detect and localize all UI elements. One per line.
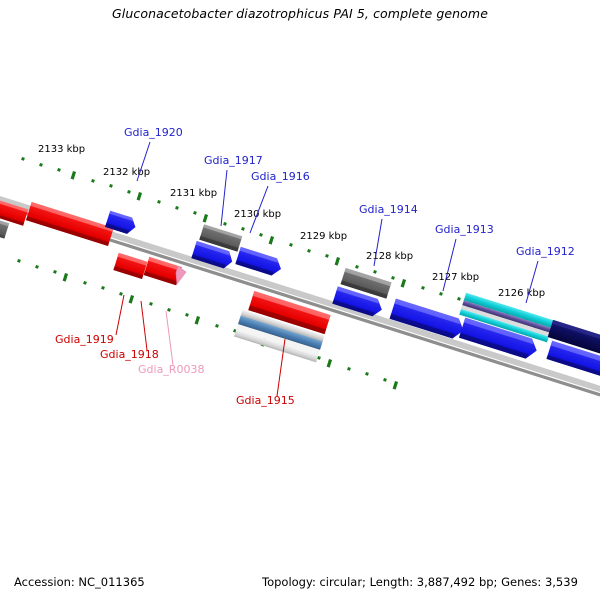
label-leader-lines — [115, 141, 539, 397]
gene-label-gdia-1916[interactable]: Gdia_1916 — [251, 170, 310, 183]
feature-gene-forward[interactable] — [235, 246, 283, 278]
gene-label-gdia-r0038[interactable]: Gdia_R0038 — [138, 363, 204, 376]
accession-text: Accession: NC_011365 — [14, 575, 145, 589]
leader-line-gdia-1913 — [442, 238, 457, 292]
feature-gene-reverse[interactable] — [143, 256, 182, 286]
gene-label-gdia-1918[interactable]: Gdia_1918 — [100, 348, 159, 361]
feature-gene-dark[interactable] — [547, 319, 600, 357]
feature-domain[interactable] — [199, 224, 243, 252]
feature-gene-reverse[interactable] — [25, 202, 114, 247]
leader-line-gdia-1914 — [373, 218, 383, 267]
leader-line-gdia-r0038 — [165, 310, 174, 366]
feature-rna-multi[interactable] — [459, 292, 554, 343]
feature-rna[interactable] — [175, 265, 187, 285]
feature-domain[interactable] — [340, 267, 392, 299]
gene-label-gdia-1920[interactable]: Gdia_1920 — [124, 126, 183, 139]
ruler-tick-label: 2129 kbp — [300, 231, 347, 242]
feature-gene-forward[interactable] — [332, 286, 384, 318]
feature-gene-reverse[interactable] — [248, 291, 331, 335]
feature-gene-forward[interactable] — [105, 210, 138, 236]
leader-line-gdia-1912 — [525, 260, 539, 304]
leader-line-gdia-1917 — [220, 169, 228, 227]
ruler-tick-label: 2132 kbp — [103, 167, 150, 178]
ruler-tick-label: 2128 kbp — [366, 251, 413, 262]
feature-gene-forward[interactable] — [458, 317, 540, 361]
gene-label-gdia-1915[interactable]: Gdia_1915 — [236, 394, 295, 407]
ruler-tick-label: 2126 kbp — [498, 288, 545, 299]
gene-label-gdia-1912[interactable]: Gdia_1912 — [516, 245, 575, 258]
leader-line-gdia-1919 — [115, 294, 125, 336]
leader-line-gdia-1915 — [276, 338, 286, 397]
leader-line-gdia-1918 — [140, 300, 148, 351]
ruler-track-lower — [17, 258, 399, 390]
gene-label-gdia-1914[interactable]: Gdia_1914 — [359, 203, 418, 216]
leader-line-gdia-1920 — [136, 141, 151, 182]
feature-gene-forward[interactable] — [546, 340, 600, 378]
leader-line-gdia-1916 — [249, 185, 269, 234]
page-title: Gluconacetobacter diazotrophicus PAI 5, … — [112, 6, 488, 21]
feature-gene-reverse[interactable] — [113, 252, 148, 280]
gene-labels[interactable]: Gdia_1920 Gdia_1917 Gdia_1916 Gdia_1914 … — [55, 126, 575, 407]
ruler-tick-label: 2127 kbp — [432, 272, 479, 283]
feature-gene-reverse[interactable] — [0, 190, 29, 226]
feature-gene-forward[interactable] — [191, 240, 235, 270]
gene-label-gdia-1913[interactable]: Gdia_1913 — [435, 223, 494, 236]
ruler-tick-label: 2131 kbp — [170, 188, 217, 199]
feature-gene-forward[interactable] — [389, 298, 467, 341]
feature-domain-multi[interactable] — [234, 309, 325, 363]
gene-label-gdia-1917[interactable]: Gdia_1917 — [204, 154, 263, 167]
ruler-tick-label: 2133 kbp — [38, 144, 85, 155]
genome-stats-text: Topology: circular; Length: 3,887,492 bp… — [262, 575, 578, 589]
gene-label-gdia-1919[interactable]: Gdia_1919 — [55, 333, 114, 346]
